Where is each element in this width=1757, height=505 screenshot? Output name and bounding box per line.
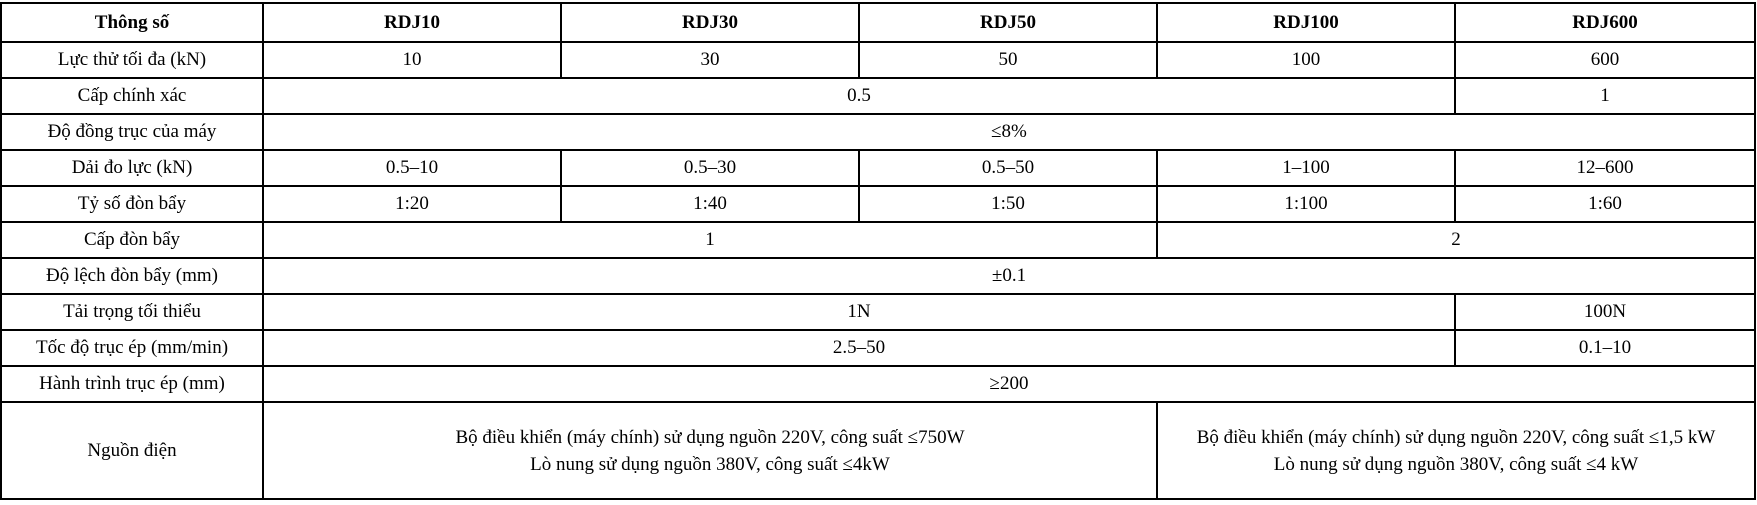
cell-value: 0.5–50 [858, 149, 1158, 187]
row-force-range: Dải đo lực (kN) 0.5–10 0.5–30 0.5–50 1–1… [0, 149, 1756, 187]
cell-value: 0.5–10 [262, 149, 562, 187]
row-ram-speed: Tốc độ trục ép (mm/min) 2.5–50 0.1–10 [0, 329, 1756, 367]
header-row: Thông số RDJ10 RDJ30 RDJ50 RDJ100 RDJ600 [0, 2, 1756, 43]
row-label: Cấp chính xác [0, 77, 264, 115]
row-label: Tỷ số đòn bẩy [0, 185, 264, 223]
row-lever-deviation: Độ lệch đòn bẩy (mm) ±0.1 [0, 257, 1756, 295]
cell-value: 1:60 [1454, 185, 1756, 223]
row-accuracy-class: Cấp chính xác 0.5 1 [0, 77, 1756, 115]
cell-value: 1 [1454, 77, 1756, 115]
row-label: Tải trọng tối thiểu [0, 293, 264, 331]
row-min-load: Tải trọng tối thiểu 1N 100N [0, 293, 1756, 331]
power-large-line2: Lò nung sử dụng nguồn 380V, công suất ≤4… [1273, 453, 1639, 475]
cell-power-small: Bộ điều khiển (máy chính) sử dụng nguồn … [262, 401, 1158, 500]
cell-value: 0.5–30 [560, 149, 860, 187]
header-model-rdj600: RDJ600 [1454, 2, 1756, 43]
cell-power-large: Bộ điều khiển (máy chính) sử dụng nguồn … [1156, 401, 1756, 500]
cell-value: ≤8% [262, 113, 1756, 151]
row-coaxiality: Độ đồng trục của máy ≤8% [0, 113, 1756, 151]
row-lever-ratio: Tỷ số đòn bẩy 1:20 1:40 1:50 1:100 1:60 [0, 185, 1756, 223]
cell-value: 1–100 [1156, 149, 1456, 187]
cell-value: 100 [1156, 41, 1456, 79]
cell-value: 2 [1156, 221, 1756, 259]
row-max-test-force: Lực thử tối đa (kN) 10 30 50 100 600 [0, 41, 1756, 79]
cell-value: 30 [560, 41, 860, 79]
row-label: Cấp đòn bẩy [0, 221, 264, 259]
row-ram-stroke: Hành trình trục ép (mm) ≥200 [0, 365, 1756, 403]
cell-value: 1N [262, 293, 1456, 331]
power-large-line1: Bộ điều khiển (máy chính) sử dụng nguồn … [1196, 426, 1716, 448]
header-param: Thông số [0, 2, 264, 43]
row-label: Nguồn điện [0, 401, 264, 500]
cell-value: ±0.1 [262, 257, 1756, 295]
cell-value: 1:100 [1156, 185, 1456, 223]
cell-value: 0.5 [262, 77, 1456, 115]
row-label: Độ đồng trục của máy [0, 113, 264, 151]
cell-value: 10 [262, 41, 562, 79]
cell-value: 1 [262, 221, 1158, 259]
row-power-supply: Nguồn điện Bộ điều khiển (máy chính) sử … [0, 401, 1756, 500]
cell-value: 1:20 [262, 185, 562, 223]
cell-value: 2.5–50 [262, 329, 1456, 367]
cell-value: ≥200 [262, 365, 1756, 403]
row-label: Độ lệch đòn bẩy (mm) [0, 257, 264, 295]
header-model-rdj30: RDJ30 [560, 2, 860, 43]
cell-value: 1:50 [858, 185, 1158, 223]
header-model-rdj100: RDJ100 [1156, 2, 1456, 43]
row-label: Tốc độ trục ép (mm/min) [0, 329, 264, 367]
power-small-line2: Lò nung sử dụng nguồn 380V, công suất ≤4… [530, 453, 890, 475]
header-model-rdj10: RDJ10 [262, 2, 562, 43]
cell-value: 0.1–10 [1454, 329, 1756, 367]
cell-value: 1:40 [560, 185, 860, 223]
row-label: Lực thử tối đa (kN) [0, 41, 264, 79]
power-small-line1: Bộ điều khiển (máy chính) sử dụng nguồn … [455, 426, 965, 448]
row-label: Hành trình trục ép (mm) [0, 365, 264, 403]
row-label: Dải đo lực (kN) [0, 149, 264, 187]
cell-value: 50 [858, 41, 1158, 79]
cell-value: 12–600 [1454, 149, 1756, 187]
cell-value: 100N [1454, 293, 1756, 331]
row-lever-class: Cấp đòn bẩy 1 2 [0, 221, 1756, 259]
cell-value: 600 [1454, 41, 1756, 79]
header-model-rdj50: RDJ50 [858, 2, 1158, 43]
